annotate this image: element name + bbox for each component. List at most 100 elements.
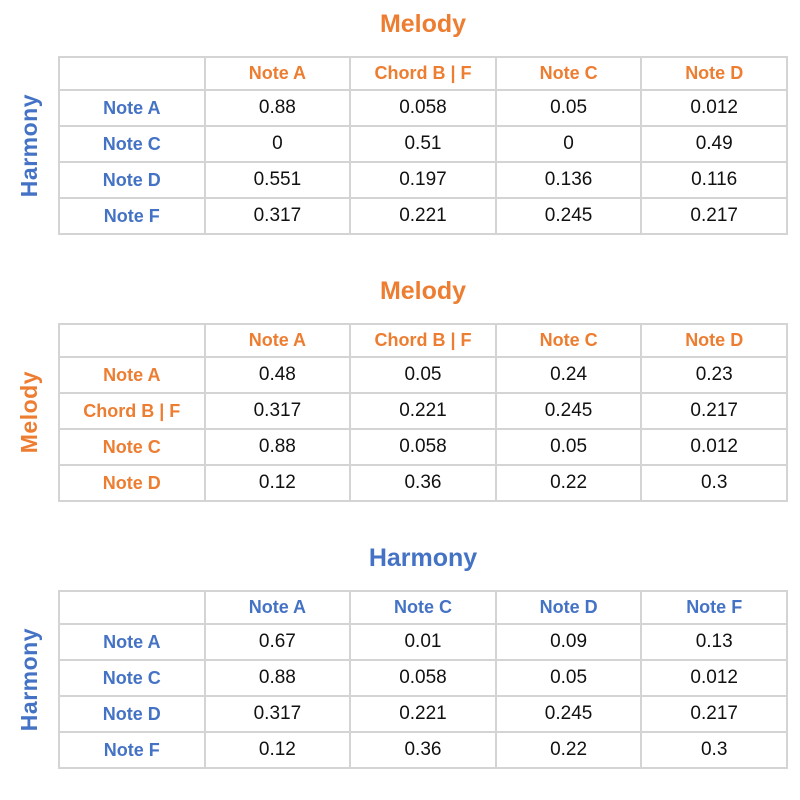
value-cell: 0.49: [640, 125, 788, 163]
value-cell: 0.116: [640, 161, 788, 199]
probability-table-1: Note A Chord B | F Note C Note D Note A …: [58, 56, 788, 235]
row-header: Note D: [58, 695, 206, 733]
value-cell: 0.48: [203, 356, 352, 394]
value-cell: 0.05: [494, 89, 643, 127]
value-cell: 0.245: [494, 197, 643, 235]
table-row: Note C 0 0.51 0 0.49: [58, 125, 788, 163]
value-cell: 0.3: [640, 731, 788, 769]
table-row: Note D 0.12 0.36 0.22 0.3: [58, 464, 788, 502]
column-header: Note F: [640, 590, 788, 625]
column-header: Note D: [640, 323, 788, 358]
value-cell: 0.05: [494, 659, 643, 697]
row-header: Note D: [58, 161, 206, 199]
table-row: Note A 0.48 0.05 0.24 0.23: [58, 356, 788, 394]
row-header: Chord B | F: [58, 392, 206, 430]
value-cell: 0.05: [349, 356, 497, 394]
column-header: Note D: [494, 590, 643, 625]
row-header: Note C: [58, 659, 206, 697]
value-cell: 0.317: [203, 695, 352, 733]
value-cell: 0.551: [203, 161, 352, 199]
row-axis-label: Melody: [15, 371, 42, 454]
value-cell: 0.01: [349, 623, 497, 661]
table-row: Note A 0.88 0.058 0.05 0.012: [58, 89, 788, 127]
row-header: Note F: [58, 731, 206, 769]
row-axis-label-container: Melody: [0, 323, 58, 502]
row-axis-label: Harmony: [15, 93, 42, 198]
table-wrap: Harmony Note A Note C Note D Note F Note…: [0, 590, 800, 769]
value-cell: 0.3: [640, 464, 788, 502]
table-row: Note C 0.88 0.058 0.05 0.012: [58, 659, 788, 697]
table-wrap: Melody Note A Chord B | F Note C Note D …: [0, 323, 800, 502]
value-cell: 0.05: [494, 428, 643, 466]
value-cell: 0.22: [494, 464, 643, 502]
value-cell: 0.245: [494, 392, 643, 430]
row-axis-label-container: Harmony: [0, 56, 58, 235]
column-header: Note D: [640, 56, 788, 91]
table-row: Note F 0.317 0.221 0.245 0.217: [58, 197, 788, 235]
header-row: Note A Note C Note D Note F: [58, 590, 788, 625]
value-cell: 0.67: [203, 623, 352, 661]
value-cell: 0.012: [640, 659, 788, 697]
row-header: Note C: [58, 428, 206, 466]
row-header: Note A: [58, 356, 206, 394]
corner-cell: [58, 323, 206, 358]
value-cell: 0.88: [203, 89, 352, 127]
value-cell: 0.217: [640, 695, 788, 733]
row-axis-label: Harmony: [15, 627, 42, 732]
value-cell: 0.317: [203, 197, 352, 235]
value-cell: 0.36: [349, 464, 497, 502]
value-cell: 0.09: [494, 623, 643, 661]
value-cell: 0.136: [494, 161, 643, 199]
value-cell: 0.24: [494, 356, 643, 394]
table-title: Harmony: [368, 544, 478, 572]
value-cell: 0: [203, 125, 352, 163]
table-wrap: Harmony Note A Chord B | F Note C Note D…: [0, 56, 800, 235]
row-axis-label-container: Harmony: [0, 590, 58, 769]
value-cell: 0.221: [349, 392, 497, 430]
column-header: Note C: [494, 323, 643, 358]
section-melody-given-melody: Melody Melody Note A Chord B | F Note C …: [0, 277, 800, 502]
corner-cell: [58, 590, 206, 625]
column-header: Note A: [203, 590, 352, 625]
value-cell: 0.217: [640, 392, 788, 430]
section-melody-given-harmony: Melody Harmony Note A Chord B | F Note C…: [0, 10, 800, 235]
probability-table-3: Note A Note C Note D Note F Note A 0.67 …: [58, 590, 788, 769]
column-header: Note C: [494, 56, 643, 91]
value-cell: 0.221: [349, 695, 497, 733]
table-row: Note D 0.551 0.197 0.136 0.116: [58, 161, 788, 199]
table-title: Melody: [379, 10, 467, 38]
column-header: Note C: [349, 590, 497, 625]
row-header: Note A: [58, 89, 206, 127]
row-header: Note A: [58, 623, 206, 661]
header-row: Note A Chord B | F Note C Note D: [58, 56, 788, 91]
value-cell: 0.197: [349, 161, 497, 199]
table-row: Chord B | F 0.317 0.221 0.245 0.217: [58, 392, 788, 430]
value-cell: 0.12: [203, 731, 352, 769]
column-header: Chord B | F: [349, 56, 497, 91]
probability-table-2: Note A Chord B | F Note C Note D Note A …: [58, 323, 788, 502]
value-cell: 0.012: [640, 89, 788, 127]
row-header: Note D: [58, 464, 206, 502]
value-cell: 0.36: [349, 731, 497, 769]
corner-cell: [58, 56, 206, 91]
table-title: Melody: [379, 277, 467, 305]
row-header: Note F: [58, 197, 206, 235]
value-cell: 0.058: [349, 428, 497, 466]
value-cell: 0.058: [349, 89, 497, 127]
table-row: Note F 0.12 0.36 0.22 0.3: [58, 731, 788, 769]
column-header: Note A: [203, 56, 352, 91]
row-header: Note C: [58, 125, 206, 163]
column-header: Chord B | F: [349, 323, 497, 358]
value-cell: 0.51: [349, 125, 497, 163]
value-cell: 0.88: [203, 659, 352, 697]
value-cell: 0.23: [640, 356, 788, 394]
value-cell: 0.317: [203, 392, 352, 430]
table-row: Note C 0.88 0.058 0.05 0.012: [58, 428, 788, 466]
value-cell: 0.12: [203, 464, 352, 502]
header-row: Note A Chord B | F Note C Note D: [58, 323, 788, 358]
value-cell: 0.058: [349, 659, 497, 697]
table-row: Note D 0.317 0.221 0.245 0.217: [58, 695, 788, 733]
value-cell: 0.22: [494, 731, 643, 769]
value-cell: 0: [494, 125, 643, 163]
